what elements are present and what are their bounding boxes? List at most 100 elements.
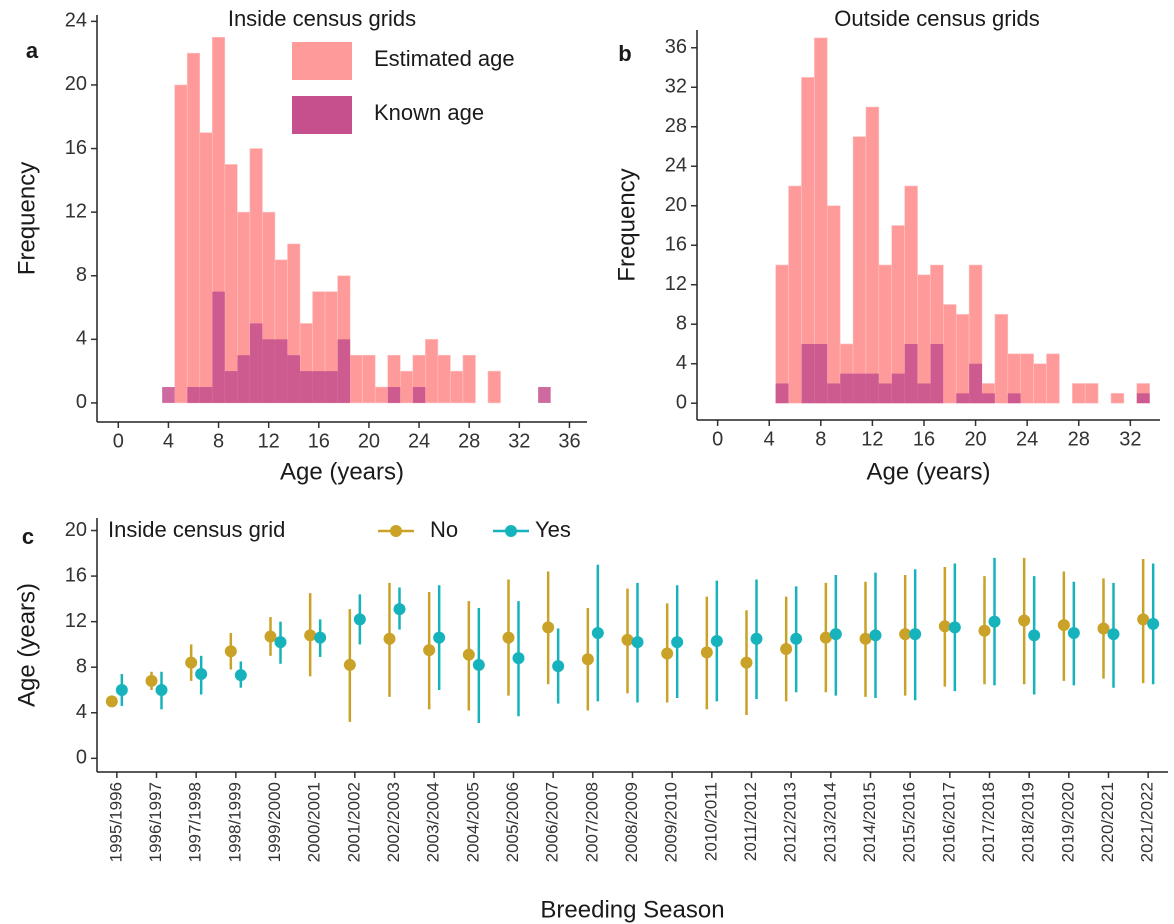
y-tick-label: 16 <box>65 137 87 159</box>
panel-label: a <box>26 38 39 63</box>
point <box>423 644 436 657</box>
y-tick-label: 20 <box>665 194 687 216</box>
histogram-bar <box>1110 393 1125 404</box>
panel-title: Outside census grids <box>834 6 1039 31</box>
x-tick-label: 4 <box>764 428 775 450</box>
point <box>671 636 684 649</box>
x-tick-label: 2021/2022 <box>1138 782 1157 862</box>
point <box>750 632 763 645</box>
histogram-bar <box>412 387 426 403</box>
point <box>869 629 882 642</box>
histogram-bar <box>199 387 213 403</box>
histogram-bar <box>840 373 854 404</box>
y-tick-label: 12 <box>665 273 687 295</box>
x-tick-label: 2020/2021 <box>1098 782 1117 862</box>
histogram-bar <box>956 393 970 404</box>
point <box>264 630 277 643</box>
x-tick-label: 4 <box>163 430 174 452</box>
legend-label: Estimated age <box>374 46 515 71</box>
legend-symbol-point <box>505 525 517 537</box>
point <box>105 695 118 708</box>
histogram-bar <box>930 343 944 404</box>
y-tick-label: 0 <box>76 747 87 769</box>
x-axis-title: Breeding Season <box>540 896 724 923</box>
x-axis-title: Age (years) <box>866 458 990 485</box>
histogram-bar <box>224 164 238 404</box>
x-tick-label: 2010/2011 <box>701 782 720 861</box>
point <box>155 683 168 696</box>
point <box>938 620 951 633</box>
point <box>621 633 634 646</box>
histogram-bar <box>274 339 288 403</box>
x-tick-label: 1995/1996 <box>106 782 125 862</box>
histogram-bar <box>399 370 414 404</box>
histogram-bar <box>878 264 893 404</box>
point <box>145 674 158 687</box>
point <box>1147 617 1160 630</box>
x-tick-label: 2011/2012 <box>741 782 760 861</box>
histogram-bar <box>237 355 250 403</box>
x-tick-label: 2019/2020 <box>1058 782 1077 862</box>
y-tick-label: 8 <box>676 313 687 335</box>
point <box>1107 628 1120 641</box>
panel-label: b <box>618 41 631 66</box>
x-tick-label: 2015/2016 <box>900 782 919 862</box>
histogram-bar <box>287 355 301 403</box>
histogram-bar <box>1033 363 1047 404</box>
point <box>304 629 317 642</box>
y-tick-label: 8 <box>76 655 87 677</box>
histogram-bar <box>865 106 880 404</box>
histogram-bar <box>917 383 931 404</box>
x-tick-label: 0 <box>113 430 124 452</box>
point <box>1137 613 1150 626</box>
x-tick-label: 36 <box>558 430 580 452</box>
point <box>185 656 198 669</box>
x-tick-label: 1997/1998 <box>186 782 205 862</box>
y-tick-label: 16 <box>65 564 87 586</box>
y-tick-label: 32 <box>665 76 687 98</box>
x-tick-label: 2004/2005 <box>463 782 482 862</box>
x-tick-label: 2012/2013 <box>781 782 800 862</box>
x-tick-label: 1996/1997 <box>146 782 165 862</box>
histogram-bar <box>852 136 867 404</box>
y-tick-label: 20 <box>65 73 87 95</box>
y-tick-label: 0 <box>676 391 687 413</box>
histogram-bar <box>162 387 175 403</box>
point <box>343 658 356 671</box>
x-tick-label: 2014/2015 <box>860 782 879 862</box>
legend-label: Known age <box>374 100 484 125</box>
histogram-bar <box>249 323 263 403</box>
x-tick-label: 0 <box>712 428 723 450</box>
histogram-bar <box>212 291 225 403</box>
histogram-bar <box>943 304 957 404</box>
point <box>780 642 793 655</box>
point <box>393 603 406 616</box>
histogram-bar <box>374 386 389 404</box>
histogram-bar <box>1046 353 1060 404</box>
x-tick-label: 16 <box>913 428 935 450</box>
point <box>224 645 237 658</box>
point <box>383 632 396 645</box>
histogram-bar <box>982 393 995 404</box>
y-tick-label: 8 <box>76 264 87 286</box>
histogram-bar <box>994 314 1009 404</box>
histogram-bar <box>865 373 879 404</box>
x-tick-label: 2005/2006 <box>503 782 522 862</box>
point <box>353 613 366 626</box>
point <box>909 628 922 641</box>
histogram-bar <box>337 339 351 403</box>
x-tick-label: 24 <box>1016 428 1038 450</box>
x-tick-label: 2009/2010 <box>662 782 681 862</box>
histogram-bar <box>878 383 892 404</box>
histogram-bar <box>450 370 464 404</box>
x-tick-label: 32 <box>508 430 530 452</box>
histogram-bar <box>199 132 213 404</box>
y-axis-title: Age (years) <box>13 583 40 707</box>
x-tick-label: 12 <box>861 428 883 450</box>
x-tick-label: 2018/2019 <box>1019 782 1038 862</box>
point <box>581 653 594 666</box>
histogram-bar <box>462 354 476 404</box>
x-tick-label: 28 <box>458 430 480 452</box>
legend-symbol-point <box>390 525 402 537</box>
x-tick-label: 2008/2009 <box>622 782 641 862</box>
